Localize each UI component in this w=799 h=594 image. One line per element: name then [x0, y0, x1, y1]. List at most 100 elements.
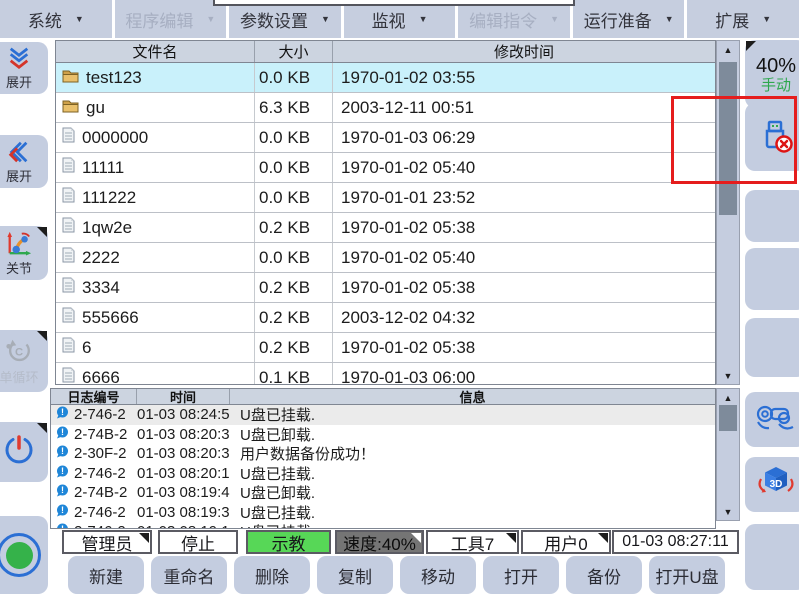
view-3d-button[interactable]: 3D: [745, 457, 799, 512]
file-row[interactable]: 1qw2e 0.2 KB 1970-01-02 05:38: [56, 213, 715, 243]
speed-mode-button[interactable]: 40% 手动: [745, 40, 799, 108]
file-size-cell: 0.2 KB: [255, 213, 333, 242]
usb-eject-icon: [757, 116, 795, 159]
log-row[interactable]: ! 2-746-2 01-03 08:24:54 U盘已挂载.: [51, 405, 715, 425]
sidebar-button-servo-enable[interactable]: [0, 516, 48, 594]
menu-item-7[interactable]: 扩展 ▼: [687, 0, 799, 38]
file-name-cell: 11111: [56, 153, 255, 182]
log-info-cell: U盘已挂载.: [230, 521, 715, 528]
manual-mode-label: 手动: [760, 76, 791, 94]
action-button-8[interactable]: 打开U盘: [649, 556, 725, 594]
joystick-button[interactable]: [745, 392, 799, 447]
svg-text:3D: 3D: [770, 479, 783, 490]
file-table-scrollbar[interactable]: ▲ ▼: [716, 40, 740, 385]
file-table-body: test123 0.0 KB 1970-01-02 03:55 gu 6.3 KB 200…: [56, 63, 715, 384]
menu-item-6[interactable]: 运行准备 ▼: [573, 0, 688, 38]
svg-text:C: C: [15, 347, 23, 359]
file-row[interactable]: 2222 0.0 KB 1970-01-02 05:40: [56, 243, 715, 273]
action-button-4[interactable]: 复制: [317, 556, 393, 594]
scroll-down-icon[interactable]: ▼: [723, 506, 733, 517]
log-id-text: 2-746-2: [74, 503, 126, 521]
svg-text:!: !: [61, 407, 64, 417]
menu-item-label: 扩展: [715, 11, 750, 31]
action-button-6[interactable]: 打开: [483, 556, 559, 594]
file-name-text: 3334: [82, 277, 120, 297]
log-row[interactable]: ! 2-74B-2 01-03 08:19:46 U盘已卸载.: [51, 483, 715, 503]
right-sidebar-empty-button-4[interactable]: [745, 524, 799, 590]
scrollbar-thumb[interactable]: [719, 62, 737, 215]
action-button-5[interactable]: 移动: [400, 556, 476, 594]
menu-item-2[interactable]: 程序编辑 ▼: [115, 0, 230, 38]
action-button-3[interactable]: 删除: [234, 556, 310, 594]
right-sidebar-empty-button-1[interactable]: [745, 190, 799, 242]
svg-text:!: !: [61, 466, 64, 476]
menu-item-label: 运行准备: [583, 11, 652, 31]
log-row[interactable]: ! 2-746-2 01-03 08:20:10 U盘已挂载.: [51, 463, 715, 483]
corner-mark-icon: [411, 533, 421, 543]
status-user-frame[interactable]: 用户0: [521, 530, 611, 554]
cube-3d-icon: 3D: [756, 465, 796, 504]
file-row[interactable]: 6666 0.1 KB 1970-01-03 06:00: [56, 363, 715, 384]
file-row[interactable]: gu 6.3 KB 2003-12-11 00:51: [56, 93, 715, 123]
file-size-cell: 6.3 KB: [255, 93, 333, 122]
status-user-role[interactable]: 管理员: [62, 530, 152, 554]
action-button-2[interactable]: 重命名: [151, 556, 227, 594]
status-frame-label: 用户0: [544, 534, 588, 554]
svg-text:!: !: [61, 446, 64, 456]
log-row[interactable]: ! 2-746-2 01-03 08:19:30 U盘已挂载.: [51, 502, 715, 522]
file-name-text: 1qw2e: [82, 217, 133, 237]
log-id-text: 2-74B-2: [74, 425, 128, 443]
action-button-7[interactable]: 备份: [566, 556, 642, 594]
log-row[interactable]: ! 2-746-2 01-03 08:19:15U盘已挂载.: [51, 521, 715, 529]
file-row[interactable]: test123 0.0 KB 1970-01-02 03:55: [56, 63, 715, 93]
file-row[interactable]: 0000000 0.0 KB 1970-01-03 06:29: [56, 123, 715, 153]
sidebar-button-power[interactable]: [0, 422, 48, 482]
menu-item-5[interactable]: 编辑指令 ▼: [458, 0, 573, 38]
log-id-cell: ! 2-74B-2: [51, 426, 137, 443]
sidebar-button-joint-mode[interactable]: 关节: [0, 226, 48, 280]
usb-unmount-button[interactable]: [745, 103, 799, 171]
file-icon: [62, 307, 75, 328]
status-tool[interactable]: 工具7: [426, 530, 519, 554]
column-header-size: 大小: [255, 41, 333, 62]
right-sidebar-empty-button-3[interactable]: [745, 318, 799, 377]
menu-item-3[interactable]: 参数设置 ▼: [229, 0, 344, 38]
file-row[interactable]: 11111 0.0 KB 1970-01-02 05:40: [56, 153, 715, 183]
scrollbar-thumb[interactable]: [719, 405, 737, 431]
log-id-text: 2-746-2: [74, 523, 126, 528]
menu-item-1[interactable]: 系统 ▼: [0, 0, 115, 38]
status-teach-mode: 示教: [246, 530, 331, 554]
sidebar-button-expand-left[interactable]: 展开: [0, 135, 48, 188]
file-icon: [62, 337, 75, 358]
log-id-text: 2-74B-2: [74, 484, 128, 502]
column-header-modified: 修改时间: [493, 44, 554, 61]
file-row[interactable]: 3334 0.2 KB 1970-01-02 05:38: [56, 273, 715, 303]
log-table-scrollbar[interactable]: ▲ ▼: [716, 388, 740, 521]
log-row[interactable]: ! 2-30F-2 01-03 08:20:30 用户数据备份成功！: [51, 444, 715, 464]
status-clock: 01-03 08:27:11: [612, 530, 739, 554]
file-icon: [62, 217, 75, 238]
scroll-down-icon[interactable]: ▼: [723, 370, 733, 381]
power-icon: [2, 433, 36, 472]
folder-icon: [62, 68, 79, 88]
file-row[interactable]: 6 0.2 KB 1970-01-02 05:38: [56, 333, 715, 363]
expand-left-icon: [5, 140, 33, 169]
scroll-up-icon[interactable]: ▲: [723, 392, 733, 403]
corner-mark-icon: [139, 533, 149, 543]
file-row[interactable]: 111222 0.0 KB 1970-01-01 23:52: [56, 183, 715, 213]
menu-item-4[interactable]: 监视 ▼: [344, 0, 459, 38]
sidebar-button-expand-down[interactable]: 展开: [0, 42, 48, 94]
status-tool-label: 工具7: [450, 534, 495, 554]
chevron-down-icon: ▼: [320, 14, 330, 24]
right-sidebar-empty-button-2[interactable]: [745, 248, 799, 310]
status-speed[interactable]: 速度:40%: [335, 530, 424, 554]
svg-text:!: !: [61, 524, 64, 529]
status-speed-label: 速度:40%: [343, 534, 416, 554]
log-id-text: 2-746-2: [74, 406, 126, 424]
corner-mark-icon: [37, 423, 47, 433]
action-button-1[interactable]: 新建: [68, 556, 144, 594]
scroll-up-icon[interactable]: ▲: [723, 44, 733, 55]
log-row[interactable]: ! 2-74B-2 01-03 08:20:33 U盘已卸载.: [51, 424, 715, 444]
log-time-cell: 01-03 08:24:54: [137, 406, 230, 424]
file-row[interactable]: 555666 0.2 KB 2003-12-02 04:32: [56, 303, 715, 333]
